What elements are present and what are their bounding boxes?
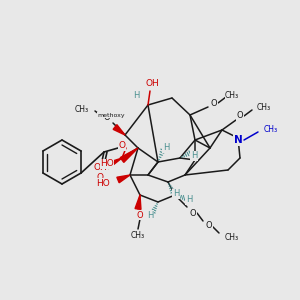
Text: methoxy: methoxy bbox=[97, 112, 125, 118]
Text: O: O bbox=[137, 211, 143, 220]
Text: O: O bbox=[190, 208, 196, 217]
Text: O: O bbox=[211, 98, 217, 107]
Text: O: O bbox=[104, 112, 110, 122]
Text: CH₃: CH₃ bbox=[264, 125, 278, 134]
Text: O: O bbox=[237, 112, 243, 121]
Text: H: H bbox=[173, 190, 179, 199]
Text: OH: OH bbox=[93, 164, 107, 172]
Text: CH₃: CH₃ bbox=[225, 232, 239, 242]
Text: HO: HO bbox=[100, 160, 114, 169]
Text: N: N bbox=[234, 135, 242, 145]
Text: H: H bbox=[191, 152, 197, 160]
Text: HO: HO bbox=[96, 178, 110, 188]
Text: CH₃: CH₃ bbox=[131, 230, 145, 239]
Text: O: O bbox=[97, 172, 104, 182]
Text: H: H bbox=[186, 196, 192, 205]
Text: CH₃: CH₃ bbox=[225, 91, 239, 100]
Text: H: H bbox=[147, 211, 153, 220]
Text: CH₃: CH₃ bbox=[257, 103, 271, 112]
Text: O: O bbox=[118, 142, 125, 151]
Text: H: H bbox=[163, 143, 169, 152]
Polygon shape bbox=[120, 148, 138, 162]
Text: O: O bbox=[206, 220, 212, 230]
Polygon shape bbox=[135, 195, 141, 209]
Text: OH: OH bbox=[145, 79, 159, 88]
Polygon shape bbox=[106, 158, 122, 169]
Text: CH₃: CH₃ bbox=[75, 104, 89, 113]
Polygon shape bbox=[117, 175, 130, 183]
Text: H: H bbox=[133, 91, 139, 100]
Polygon shape bbox=[113, 125, 125, 135]
